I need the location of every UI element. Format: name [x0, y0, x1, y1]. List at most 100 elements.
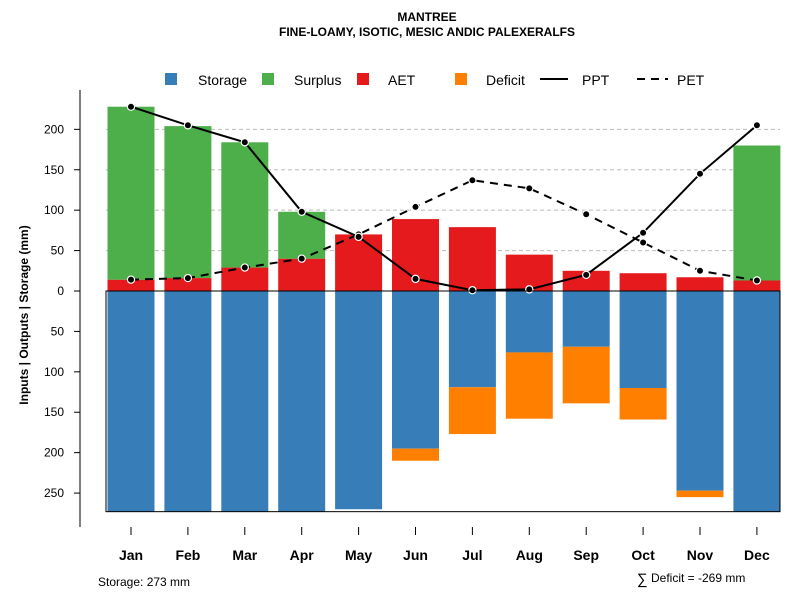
pet-point [468, 176, 477, 185]
pet-point [695, 266, 705, 275]
y-tick-label: 0 [57, 284, 64, 298]
aet-bar [278, 258, 326, 291]
aet-bar [619, 273, 667, 291]
storage-bar [505, 291, 553, 353]
ppt-point [638, 228, 648, 238]
x-tick-label: Jul [462, 547, 482, 563]
aet-bar [448, 227, 496, 291]
surplus-bar [107, 106, 155, 280]
chart-subtitle: FINE-LOAMY, ISOTIC, MESIC ANDIC PALEXERA… [279, 25, 575, 39]
legend-label-deficit: Deficit [486, 72, 525, 88]
x-tick-label: Jun [403, 547, 428, 563]
ppt-point [468, 285, 477, 295]
x-tick-label: Nov [687, 547, 714, 563]
ppt-point [183, 121, 193, 130]
y-tick-label: 200 [44, 122, 64, 136]
y-tick-label: 150 [44, 405, 64, 419]
aet-bar [221, 267, 269, 291]
y-tick-label: 50 [51, 244, 65, 258]
deficit-bar [448, 387, 496, 435]
storage-bar [164, 291, 212, 512]
ppt-point [126, 102, 136, 111]
ppt-point [240, 138, 249, 147]
bars [107, 106, 781, 512]
x-tick-label: Oct [631, 547, 655, 563]
pet-point [525, 184, 534, 193]
storage-bar [562, 291, 610, 347]
y-tick-label: 100 [44, 365, 64, 379]
deficit-bar [562, 346, 610, 404]
deficit-bar [619, 387, 667, 420]
storage-bar [107, 291, 155, 512]
aet-bar [164, 278, 212, 291]
pet-point [638, 238, 648, 247]
surplus-bar [164, 126, 212, 279]
chart-title: MANTREE [397, 10, 456, 24]
aet-bar [676, 277, 724, 291]
x-tick-label: Dec [744, 547, 770, 563]
surplus-bar [221, 142, 269, 268]
ppt-point [752, 121, 762, 130]
pet-point [183, 273, 193, 283]
x-tick-label: Feb [175, 547, 200, 563]
y-tick-label: 100 [44, 203, 64, 217]
surplus-bar [733, 145, 781, 281]
ppt-point [525, 285, 534, 294]
aet-bar [733, 280, 781, 291]
y-tick-label: 150 [44, 163, 64, 177]
x-tick-label: Mar [232, 547, 257, 563]
pet-point [411, 202, 420, 212]
deficit-footnote: Deficit = -269 mm [651, 571, 745, 585]
y-axis-label: Inputs | Outputs | Storage (mm) [17, 225, 31, 404]
x-tick-label: Jan [119, 547, 143, 563]
storage-bar [221, 291, 269, 512]
x-tick-label: May [345, 547, 372, 563]
storage-bar [676, 291, 724, 491]
ppt-point [582, 270, 591, 280]
storage-bar [733, 291, 781, 512]
legend-swatch-deficit [455, 73, 467, 85]
legend-swatch-storage [165, 73, 177, 85]
ppt-line [130, 105, 758, 292]
pet-point [582, 210, 591, 219]
x-tick-label: Aug [516, 547, 543, 563]
storage-bar [619, 291, 667, 388]
aet-bar [562, 270, 610, 291]
ppt-point [354, 232, 363, 242]
legend-label-storage: Storage [198, 72, 247, 88]
deficit-bar [392, 448, 439, 461]
y-tick-label: 200 [44, 446, 64, 460]
pet-point [752, 276, 762, 285]
gridlines [106, 128, 780, 252]
legend-label-ppt: PPT [582, 72, 610, 88]
storage-bar [448, 291, 496, 388]
ppt-point [297, 207, 306, 216]
pet-point [240, 263, 249, 272]
storage-footnote: Storage: 273 mm [98, 575, 190, 589]
y-tick-label: 250 [44, 486, 64, 500]
ppt-point [411, 274, 420, 284]
pet-point [126, 275, 136, 284]
aet-bar [107, 279, 155, 291]
y-tick-label: 50 [51, 324, 65, 338]
x-tick-label: Apr [290, 547, 315, 563]
pet-line [130, 179, 758, 282]
axes: 200 150 100 50 0 50 100 150 200 250 Jan Feb Mar Apr Ma… [44, 90, 781, 563]
legend-swatch-aet [357, 73, 369, 85]
legend-label-pet: PET [677, 72, 705, 88]
legend-swatch-surplus [262, 73, 274, 85]
storage-bar [335, 291, 383, 510]
deficit-bar [676, 490, 724, 498]
pet-point [297, 254, 306, 263]
storage-bar [278, 291, 326, 512]
ppt-point [695, 169, 705, 178]
aet-bar [335, 234, 383, 291]
legend: Storage Surplus AET Deficit PPT PET [165, 72, 705, 88]
storage-bar [392, 291, 439, 449]
sum-symbol: ∑ [637, 571, 648, 588]
legend-label-surplus: Surplus [294, 72, 341, 88]
x-tick-label: Sep [573, 547, 599, 563]
deficit-bar [505, 352, 553, 419]
legend-label-aet: AET [388, 72, 416, 88]
